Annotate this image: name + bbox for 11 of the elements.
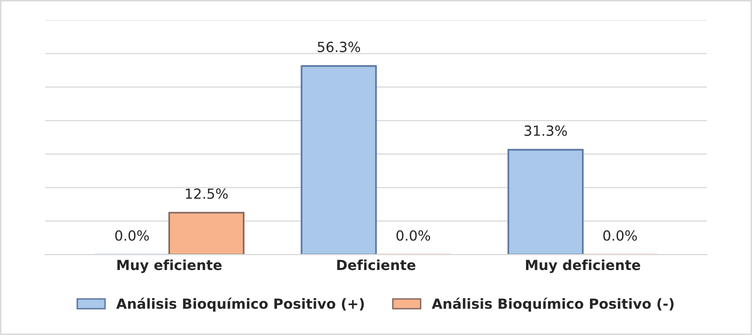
data-label: 0.0%: [603, 230, 637, 241]
data-label: 12.5%: [186, 188, 228, 199]
legend-label: Análisis Bioquímico Positivo (+): [116, 298, 364, 312]
legend-label: Análisis Bioquímico Positivo (-): [432, 298, 674, 312]
data-label: 0.0%: [396, 230, 430, 241]
data-label: 56.3%: [318, 42, 360, 52]
data-label: 0.0%: [115, 230, 149, 241]
x-tick-label: Deficiente: [337, 259, 416, 270]
x-tick-label: Muy eficiente: [117, 259, 222, 274]
x-tick-label: Muy deficiente: [526, 259, 640, 274]
data-label: 31.3%: [524, 125, 567, 136]
